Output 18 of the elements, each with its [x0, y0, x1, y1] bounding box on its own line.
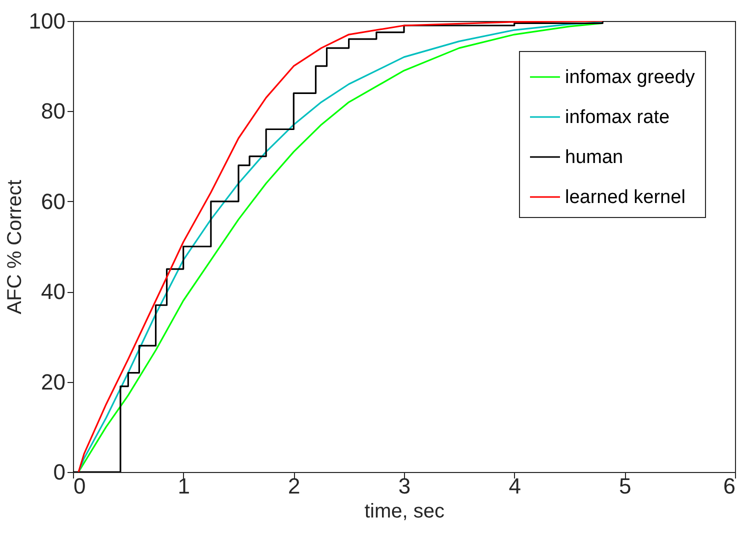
x-tick-label: 2: [288, 474, 300, 498]
y-tick-label: 60: [41, 188, 66, 214]
legend-label: infomax greedy: [565, 67, 696, 88]
y-tick-label: 20: [41, 369, 66, 394]
x-tick-label: 6: [723, 474, 736, 498]
legend-label: learned kernel: [565, 187, 686, 208]
y-tick-label: 80: [41, 98, 66, 124]
x-axis-title: time, sec: [364, 500, 445, 522]
x-tick-label: 0: [74, 474, 86, 498]
x-tick-label: 3: [398, 474, 411, 498]
legend-label: human: [565, 147, 624, 168]
y-tick-label: 40: [41, 279, 66, 304]
x-tick-label: 5: [619, 474, 632, 498]
legend-label: infomax rate: [565, 107, 670, 128]
y-axis-title: AFC % Correct: [4, 179, 26, 314]
x-tick-label: 4: [508, 474, 521, 498]
y-tick-label: 100: [28, 8, 66, 34]
x-tick-label: 1: [178, 474, 190, 498]
